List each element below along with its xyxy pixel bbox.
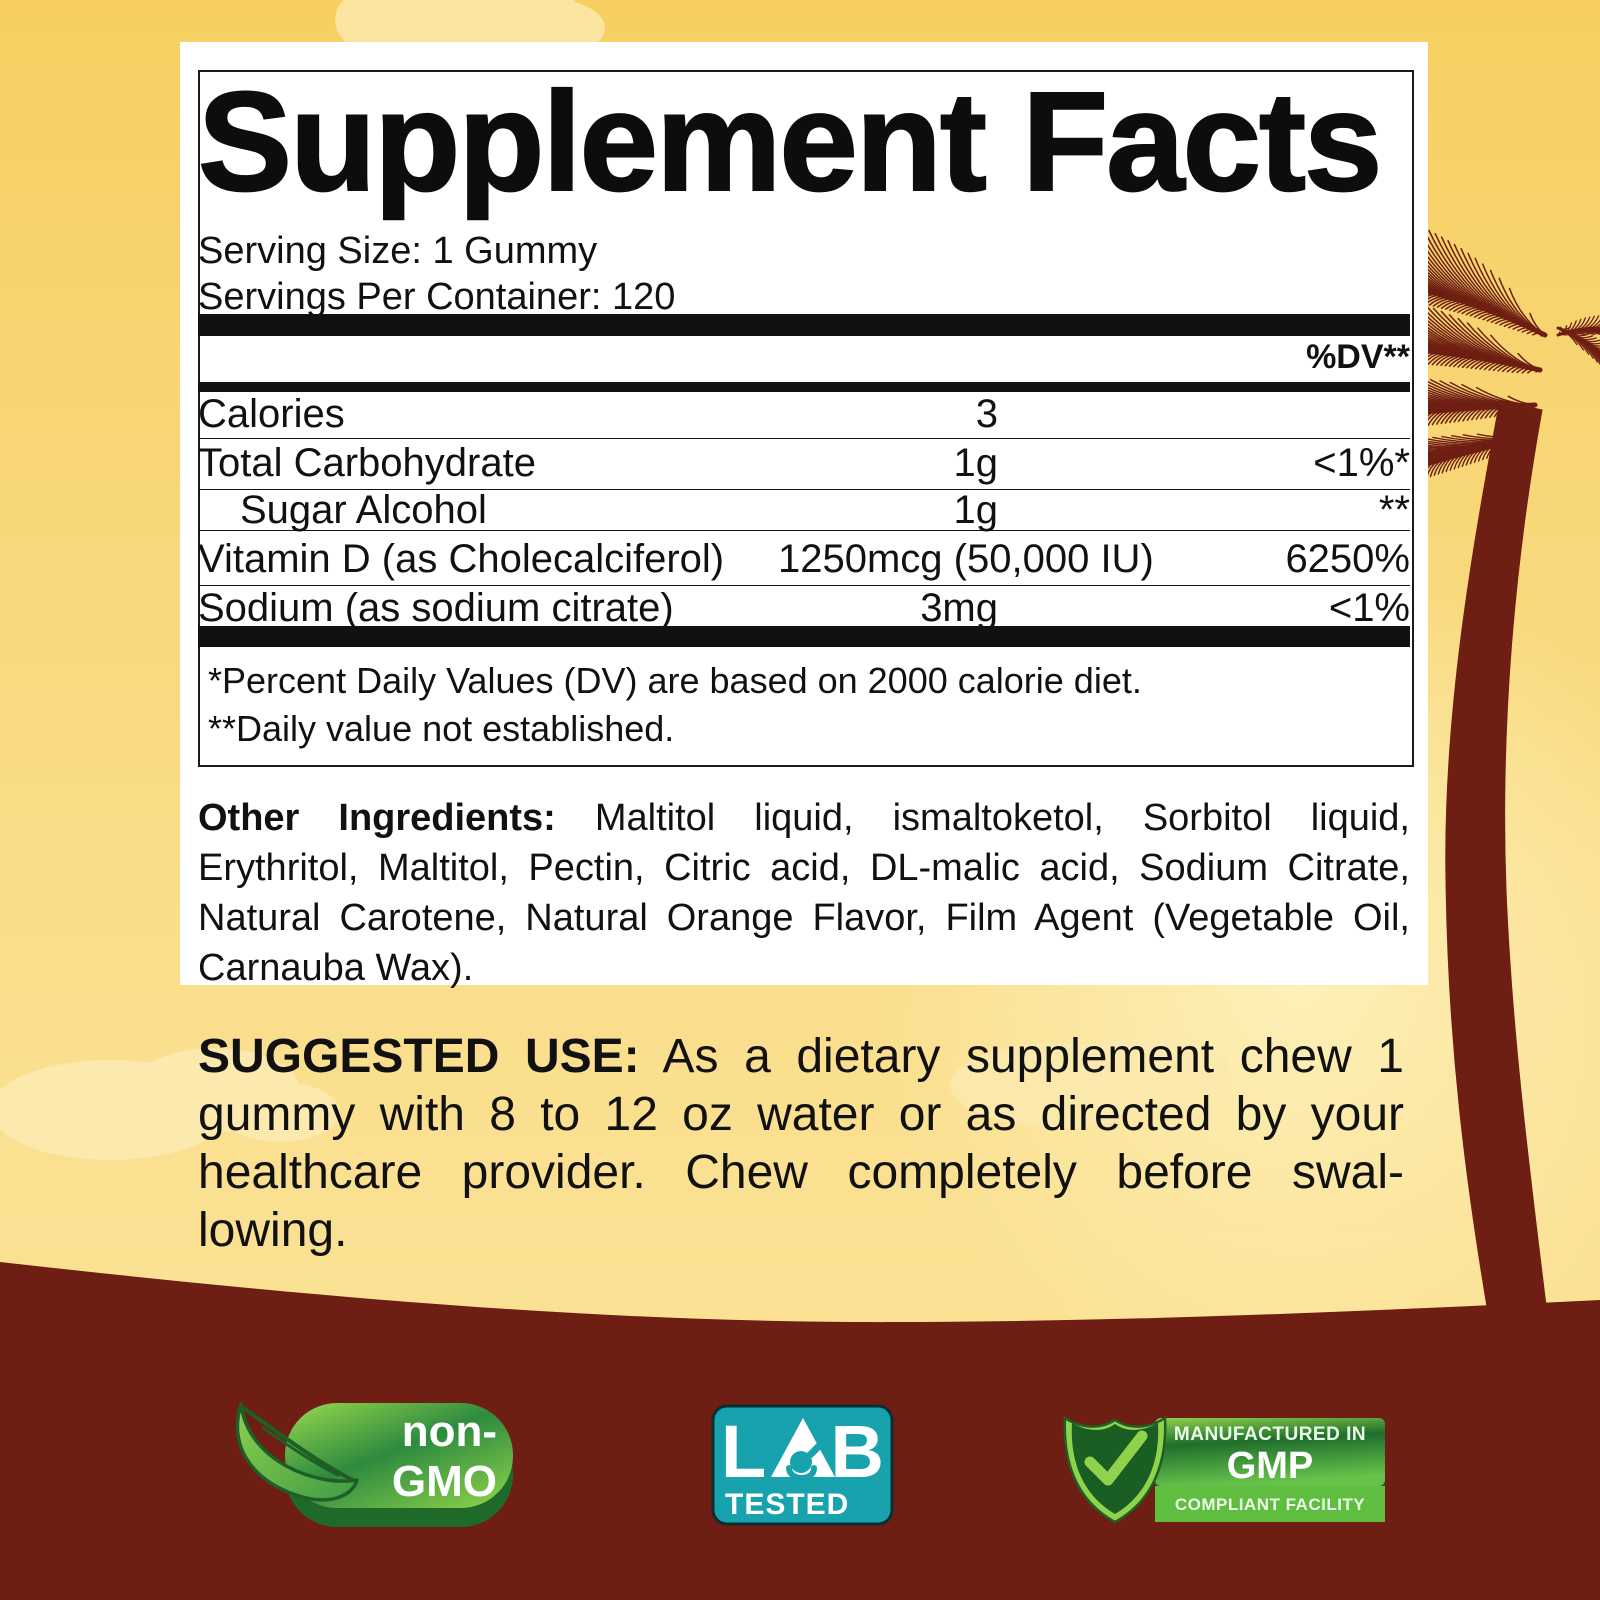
svg-text:GMP: GMP (1227, 1445, 1314, 1487)
svg-text:GMO: GMO (392, 1457, 497, 1506)
svg-text:non-: non- (402, 1407, 497, 1456)
svg-text:COMPLIANT FACILITY: COMPLIANT FACILITY (1175, 1495, 1365, 1514)
svg-text:TESTED: TESTED (725, 1488, 849, 1521)
svg-text:L: L (721, 1410, 766, 1493)
svg-text:MANUFACTURED IN: MANUFACTURED IN (1174, 1424, 1366, 1445)
svg-text:B: B (831, 1410, 884, 1493)
